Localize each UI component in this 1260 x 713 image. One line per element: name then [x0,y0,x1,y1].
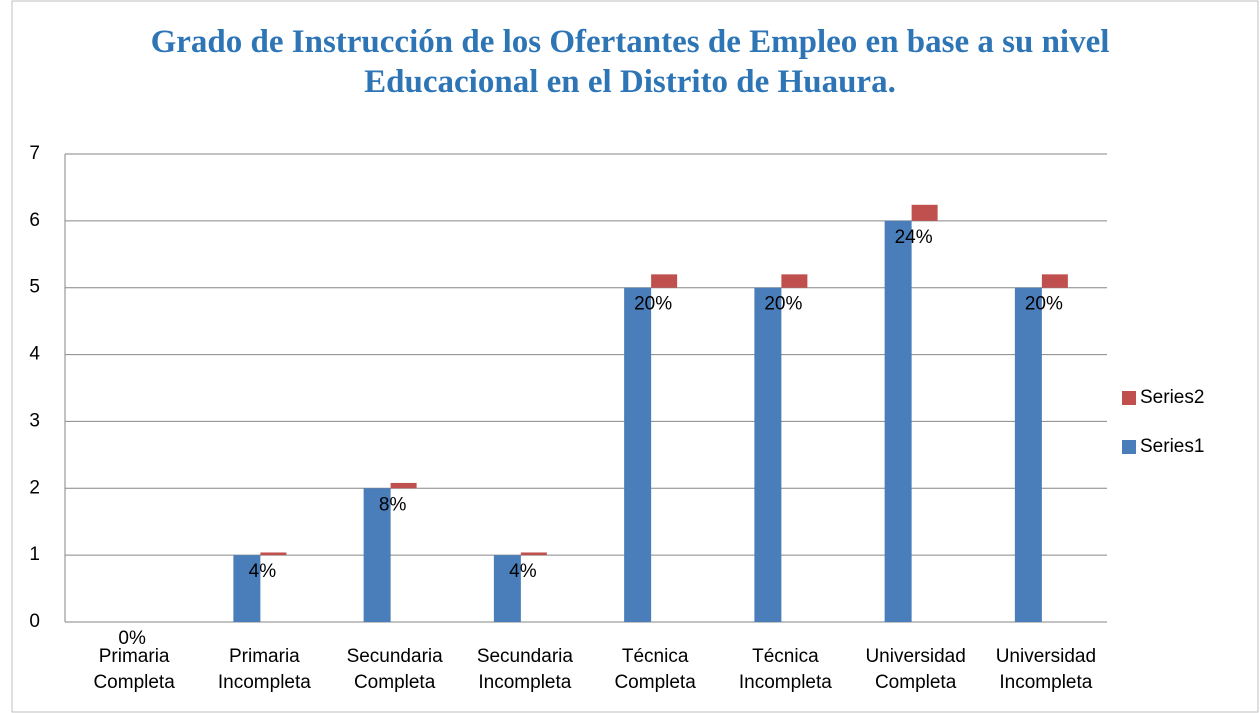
bar [1014,287,1042,622]
bar [911,204,938,221]
y-tick-label: 3 [29,410,40,431]
data-label: 4% [509,561,537,582]
x-tick-label: Universidad Completa [865,646,966,693]
bar [624,287,652,622]
data-label: 20% [1025,294,1063,315]
x-tick-label: Secundaria Completa [346,646,443,693]
x-tick-label: Primaria Completa [93,646,175,693]
x-tick-label: Técnica Incompleta [738,646,832,693]
bar [754,287,782,622]
y-tick-label: 1 [29,544,40,565]
bar [260,552,287,556]
bar [493,555,521,622]
y-tick-label: 5 [29,277,40,298]
chart-border [11,0,1259,713]
bar [390,482,417,489]
data-label: 8% [379,494,407,515]
bar [233,555,261,622]
x-tick-label: Secundaria Incompleta [476,646,573,693]
legend-swatch [1122,440,1136,454]
bar [651,274,678,288]
y-tick-label: 6 [29,210,40,231]
bar [520,552,547,556]
x-tick-label: Primaria Incompleta [217,646,311,693]
data-label: 20% [764,294,802,315]
x-tick-label: Técnica Completa [614,646,696,693]
bar [1041,274,1068,288]
y-tick-label: 0 [29,611,40,632]
bar [884,220,912,622]
data-label: 20% [634,294,672,315]
legend-label: Series1 [1140,436,1204,457]
data-label: 24% [895,227,933,248]
legend-swatch [1122,391,1136,405]
y-tick-label: 4 [29,344,40,365]
y-tick-label: 7 [29,143,40,164]
x-tick-label: Universidad Incompleta [995,646,1097,693]
bar [781,274,808,288]
legend-label: Series2 [1140,387,1204,408]
bar [363,488,391,622]
chart-title: Grado de Instrucción de los Ofertantes d… [150,24,1110,100]
data-label: 4% [249,561,277,582]
y-tick-label: 2 [29,477,40,498]
data-label: 0% [118,628,146,649]
